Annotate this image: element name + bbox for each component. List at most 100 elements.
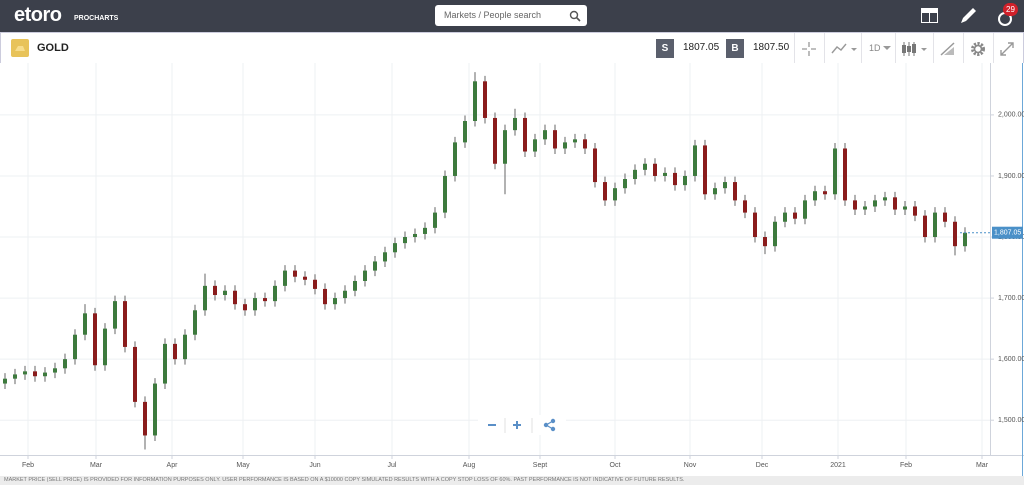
- candle-body: [573, 139, 577, 143]
- logo-sub: PROCHARTS: [74, 15, 119, 22]
- candle-body: [893, 197, 897, 210]
- share-button[interactable]: [543, 418, 556, 432]
- separator: [794, 33, 795, 64]
- separator: [824, 33, 825, 64]
- chart-type-icon[interactable]: [831, 41, 857, 57]
- x-tick-label: May: [236, 462, 250, 469]
- candle-body: [703, 145, 707, 195]
- candle-body: [423, 227, 427, 234]
- candle-body: [923, 215, 927, 238]
- candle-body: [343, 290, 347, 299]
- candle-body: [103, 328, 107, 366]
- separator: [895, 33, 896, 64]
- candle-body: [403, 237, 407, 244]
- search-box[interactable]: Markets / People search: [435, 5, 587, 26]
- candle-body: [663, 172, 667, 176]
- candle-body: [133, 346, 137, 402]
- notification-badge: 29: [1003, 3, 1018, 16]
- candle-body: [963, 232, 967, 247]
- candle-body: [93, 313, 97, 366]
- y-tick-label: 1,700.00: [998, 295, 1024, 302]
- candle-body: [413, 233, 417, 238]
- candle-body: [763, 237, 767, 247]
- candle-body: [483, 81, 487, 118]
- candle-body: [153, 383, 157, 436]
- y-tick-label: 2,000.00: [998, 112, 1024, 119]
- candle-body: [543, 130, 547, 140]
- x-tick-label: Dec: [756, 462, 769, 469]
- separator: [993, 33, 994, 64]
- separator: [861, 33, 862, 64]
- candle-body: [113, 301, 117, 329]
- candle-body: [13, 374, 17, 379]
- candle-body: [593, 148, 597, 183]
- candle-body: [873, 200, 877, 207]
- search-placeholder: Markets / People search: [444, 10, 542, 20]
- logo[interactable]: etoro: [14, 4, 62, 26]
- x-tick-label: 2021: [830, 462, 846, 469]
- x-tick-label: Feb: [900, 462, 912, 469]
- interval[interactable]: 1D: [869, 43, 881, 53]
- candle-body: [853, 200, 857, 210]
- disclaimer: MARKET PRICE (SELL PRICE) IS PROVIDED FO…: [0, 476, 1024, 485]
- draw-icon[interactable]: [940, 41, 956, 57]
- buy-price: 1807.50: [753, 42, 790, 53]
- candle-body: [933, 212, 937, 238]
- crosshair-icon[interactable]: [801, 41, 817, 57]
- candle-body: [883, 197, 887, 201]
- candle-body: [503, 130, 507, 164]
- candle-body: [823, 191, 827, 195]
- candle-body: [293, 270, 297, 277]
- candle-body: [613, 188, 617, 201]
- x-tick-label: Mar: [976, 462, 989, 469]
- instrument-name: GOLD: [37, 42, 69, 54]
- candle-body: [643, 163, 647, 170]
- candle-body: [653, 163, 657, 176]
- zoom-in[interactable]: [513, 421, 521, 429]
- candle-body: [323, 288, 327, 305]
- candle-body: [803, 200, 807, 219]
- candle-body: [143, 401, 147, 436]
- candle-body: [513, 117, 517, 131]
- candle-body: [83, 313, 87, 335]
- candle-body: [493, 117, 497, 164]
- candle-body: [243, 304, 247, 311]
- candle-body: [743, 200, 747, 213]
- candle-body: [693, 145, 697, 176]
- last-price-label: 1,807.05: [994, 230, 1021, 237]
- candle-body: [213, 285, 217, 296]
- candle-body: [223, 290, 227, 296]
- candle-body: [943, 212, 947, 222]
- x-tick-label: Jul: [388, 462, 397, 469]
- candle-body: [773, 221, 777, 247]
- sell-label[interactable]: S: [656, 39, 674, 58]
- candle-body: [623, 179, 627, 189]
- candle-body: [903, 206, 907, 210]
- sell-price: 1807.05: [683, 42, 720, 53]
- candle-body: [753, 212, 757, 238]
- edit-icon[interactable]: [958, 6, 978, 26]
- x-tick-label: Aug: [463, 462, 476, 469]
- candle-body: [633, 169, 637, 180]
- chart-background: [0, 63, 1024, 476]
- candle-body: [603, 182, 607, 201]
- candle-body: [473, 81, 477, 122]
- x-tick-label: Apr: [167, 462, 179, 469]
- zoom-controls: [478, 415, 566, 435]
- candle-body: [353, 280, 357, 291]
- candle-body: [913, 206, 917, 216]
- x-tick-label: Oct: [610, 462, 621, 469]
- separator: [963, 33, 964, 64]
- instrument-icon: [11, 39, 29, 57]
- layout-icon[interactable]: [921, 8, 939, 24]
- candle-body: [3, 378, 7, 384]
- settings-icon[interactable]: [970, 41, 986, 57]
- last-price-badge: [992, 226, 1023, 239]
- fullscreen-icon[interactable]: [1000, 42, 1014, 56]
- buy-label[interactable]: B: [726, 39, 744, 58]
- candle-body: [723, 182, 727, 189]
- candle-body: [523, 117, 527, 152]
- candle-body: [683, 175, 687, 186]
- candle-style-icon[interactable]: [901, 41, 931, 57]
